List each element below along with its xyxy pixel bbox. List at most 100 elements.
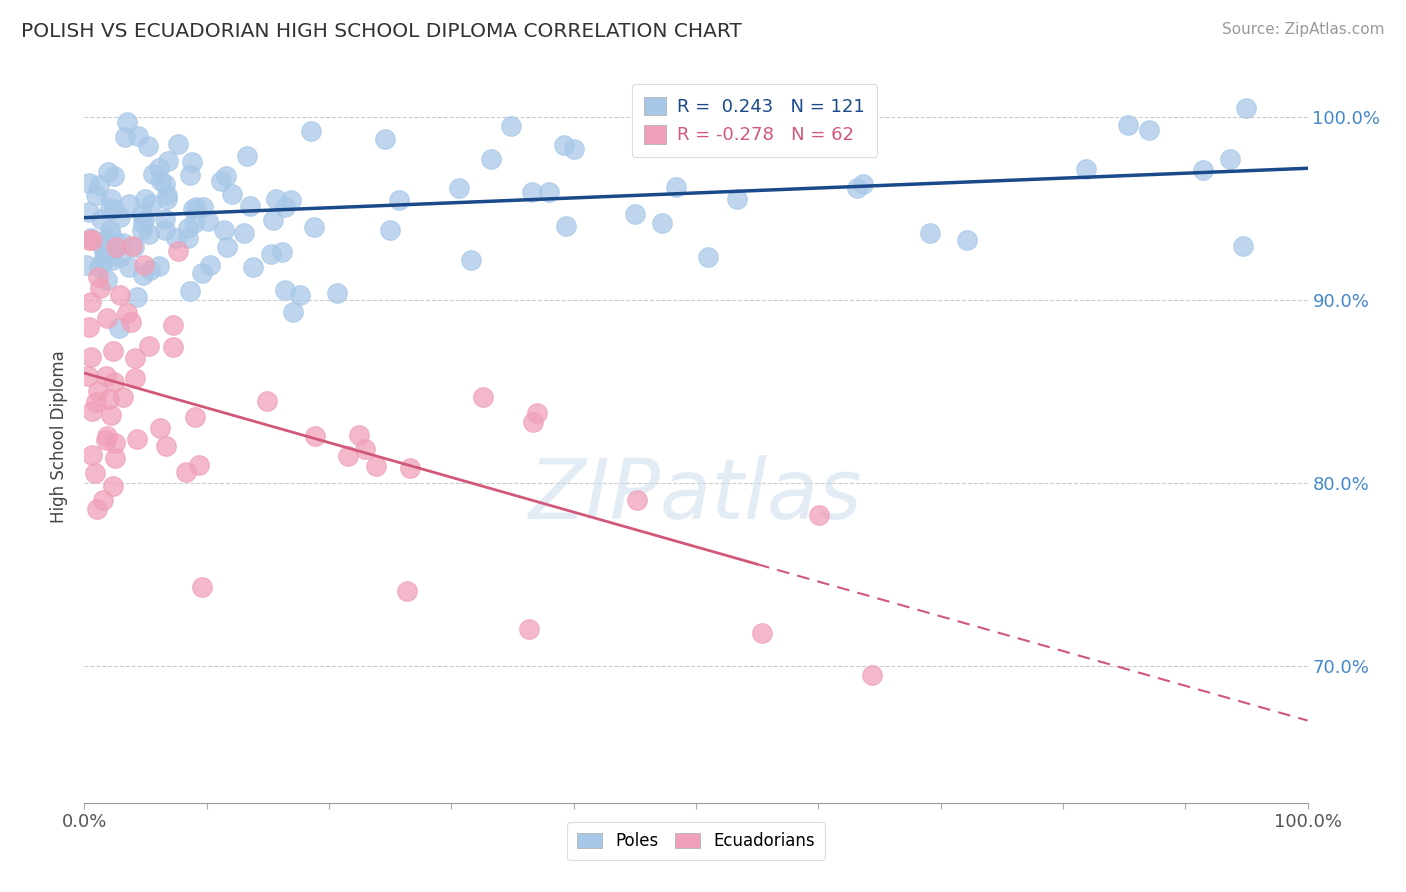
Point <box>751 626 773 640</box>
Point <box>94 433 117 447</box>
Point <box>181 154 204 169</box>
Point <box>302 219 325 234</box>
Point <box>522 185 544 199</box>
Point <box>86 501 108 516</box>
Point <box>96 232 118 246</box>
Point <box>624 207 647 221</box>
Point <box>264 192 287 206</box>
Point <box>215 169 238 183</box>
Point <box>79 320 101 334</box>
Point <box>1219 153 1241 167</box>
Point <box>79 234 101 248</box>
Point <box>91 256 114 270</box>
Point <box>84 466 107 480</box>
Point <box>118 260 141 274</box>
Point <box>239 199 262 213</box>
Point <box>111 390 134 404</box>
Point <box>236 149 259 163</box>
Point <box>1118 118 1140 132</box>
Point <box>727 192 749 206</box>
Point <box>808 508 831 523</box>
Point <box>860 668 883 682</box>
Point <box>127 128 149 143</box>
Point <box>354 442 377 456</box>
Point <box>956 233 979 247</box>
Point <box>165 231 187 245</box>
Point <box>134 192 156 206</box>
Point <box>75 258 97 272</box>
Point <box>86 188 108 202</box>
Point <box>89 281 111 295</box>
Point <box>103 169 125 183</box>
Point <box>77 369 100 384</box>
Point <box>242 260 264 274</box>
Point <box>221 187 243 202</box>
Point <box>96 273 118 287</box>
Point <box>80 294 103 309</box>
Point <box>388 193 411 207</box>
Point <box>696 250 718 264</box>
Point <box>120 315 142 329</box>
Point <box>179 168 201 182</box>
Point <box>299 124 322 138</box>
Point <box>326 285 349 300</box>
Point <box>184 410 207 425</box>
Y-axis label: High School Diploma: High School Diploma <box>51 351 69 524</box>
Point <box>104 450 127 465</box>
Point <box>80 351 103 365</box>
Point <box>472 390 495 404</box>
Point <box>80 231 103 245</box>
Point <box>174 465 197 479</box>
Point <box>105 236 128 251</box>
Point <box>108 250 131 264</box>
Point <box>167 244 190 259</box>
Point <box>108 210 131 224</box>
Point <box>148 259 170 273</box>
Point <box>156 193 179 207</box>
Point <box>84 394 107 409</box>
Point <box>98 202 121 216</box>
Point <box>209 174 232 188</box>
Point <box>274 283 297 297</box>
Point <box>1232 239 1254 253</box>
Point <box>374 132 396 146</box>
Point <box>134 212 156 227</box>
Point <box>162 340 184 354</box>
Point <box>108 288 131 302</box>
Point <box>103 202 125 217</box>
Point <box>104 240 127 254</box>
Point <box>184 200 207 214</box>
Point <box>149 174 172 188</box>
Point <box>499 119 522 133</box>
Point <box>479 152 502 166</box>
Point <box>191 266 214 280</box>
Point <box>156 188 179 202</box>
Point <box>682 117 704 131</box>
Point <box>188 458 211 472</box>
Point <box>132 268 155 282</box>
Point <box>134 258 156 272</box>
Point <box>96 428 118 442</box>
Point <box>1074 161 1097 176</box>
Point <box>100 408 122 422</box>
Point <box>153 223 176 237</box>
Point <box>100 192 122 206</box>
Point <box>103 376 125 390</box>
Point <box>280 193 302 207</box>
Point <box>103 343 125 358</box>
Point <box>124 351 146 366</box>
Point <box>522 415 544 429</box>
Point <box>852 177 875 191</box>
Point <box>136 138 159 153</box>
Point <box>93 255 115 269</box>
Point <box>122 240 145 254</box>
Point <box>460 252 482 267</box>
Point <box>100 228 122 243</box>
Point <box>845 181 868 195</box>
Point <box>87 269 110 284</box>
Point <box>80 448 103 462</box>
Point <box>270 245 292 260</box>
Point <box>115 306 138 320</box>
Point <box>396 583 419 598</box>
Point <box>97 165 120 179</box>
